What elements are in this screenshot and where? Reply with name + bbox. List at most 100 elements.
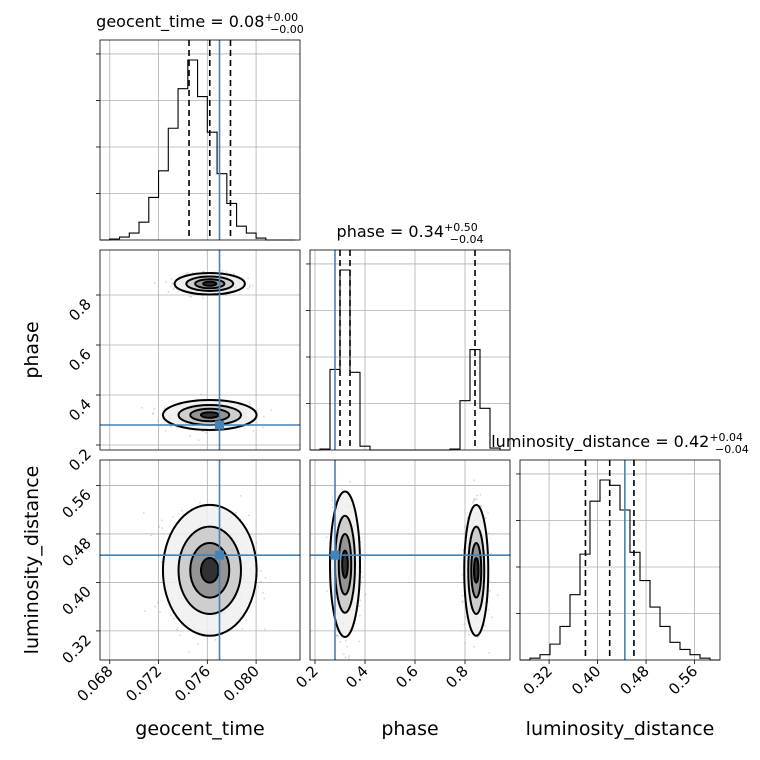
contour-line bbox=[189, 542, 231, 599]
truth-point bbox=[215, 550, 225, 560]
sample-point bbox=[154, 605, 157, 608]
y-tick-label-phase: 0.2 bbox=[65, 445, 95, 475]
x-tick-label-luminosity_distance: 0.32 bbox=[520, 662, 556, 698]
sample-point bbox=[252, 284, 255, 287]
sample-point bbox=[263, 415, 265, 418]
cluster-phase-luminosity_distance-1 bbox=[461, 479, 499, 654]
sample-point bbox=[345, 639, 347, 642]
x-tick-label-luminosity_distance: 0.56 bbox=[665, 662, 701, 698]
contour-line bbox=[199, 557, 220, 584]
sample-point bbox=[150, 534, 153, 537]
y-axis-label-luminosity_distance: luminosity_distance bbox=[21, 466, 43, 655]
sample-point bbox=[170, 285, 173, 288]
sample-point bbox=[153, 282, 156, 284]
sample-point bbox=[157, 419, 160, 422]
sample-point bbox=[247, 287, 249, 290]
sample-point bbox=[467, 633, 470, 636]
sample-point bbox=[461, 573, 464, 576]
sample-point bbox=[171, 516, 174, 518]
sample-point bbox=[176, 626, 179, 629]
sample-point bbox=[200, 393, 203, 396]
sample-point bbox=[172, 288, 175, 290]
contour-line bbox=[329, 490, 361, 638]
sample-point bbox=[142, 512, 145, 514]
density-fill bbox=[342, 550, 348, 578]
hist-panel-phase bbox=[306, 249, 511, 451]
sample-point bbox=[161, 527, 164, 530]
contour-line bbox=[341, 549, 349, 579]
sample-point bbox=[484, 624, 486, 627]
frame-geocent_time bbox=[99, 39, 301, 241]
sample-point bbox=[188, 435, 191, 438]
sample-point bbox=[337, 635, 339, 637]
sample-point bbox=[252, 430, 255, 432]
frame-phase-luminosity_distance bbox=[309, 459, 511, 661]
truth-point bbox=[215, 420, 225, 430]
sample-point bbox=[262, 426, 264, 429]
sample-point bbox=[245, 619, 248, 621]
sample-point bbox=[264, 628, 266, 631]
sample-point bbox=[232, 272, 235, 275]
histogram-geocent_time bbox=[100, 59, 296, 241]
sample-point bbox=[157, 601, 159, 604]
sample-point bbox=[461, 600, 464, 603]
sample-point bbox=[165, 281, 167, 283]
sample-point bbox=[196, 643, 199, 645]
sample-point bbox=[260, 580, 262, 583]
sample-point bbox=[176, 427, 179, 429]
x-tick-label-geocent_time: 0.072 bbox=[122, 662, 165, 705]
sample-point bbox=[257, 586, 260, 588]
x-tick-label-geocent_time: 0.076 bbox=[171, 662, 214, 705]
sample-point bbox=[339, 641, 342, 643]
sample-point bbox=[325, 536, 328, 539]
sample-point bbox=[158, 525, 161, 528]
sample-point bbox=[241, 627, 244, 630]
density-panel-geocent_time-phase bbox=[99, 249, 301, 451]
sample-point bbox=[364, 593, 367, 596]
cluster-geocent_time-phase-1 bbox=[153, 269, 255, 299]
frame-phase bbox=[309, 249, 511, 451]
x-tick-label-geocent_time: 0.080 bbox=[220, 662, 263, 705]
density-fill bbox=[200, 412, 219, 418]
frame-luminosity_distance bbox=[519, 459, 721, 661]
x-tick-label-phase: 0.2 bbox=[292, 662, 322, 692]
x-tick-label-geocent_time: 0.068 bbox=[73, 662, 116, 705]
x-tick-label-luminosity_distance: 0.40 bbox=[568, 662, 604, 698]
x-tick-label-phase: 0.4 bbox=[342, 662, 372, 692]
panel-title-luminosity_distance: luminosity_distance = 0.42+0.04 −0.04 bbox=[491, 431, 749, 456]
y-axis-label-phase: phase bbox=[21, 321, 43, 378]
sample-point bbox=[173, 287, 176, 289]
sample-point bbox=[197, 439, 200, 441]
sample-point bbox=[239, 495, 242, 497]
sample-point bbox=[190, 296, 193, 298]
contour-line bbox=[463, 503, 490, 637]
contour-line bbox=[473, 557, 480, 584]
x-axis-label-luminosity_distance: luminosity_distance bbox=[526, 718, 715, 740]
sample-point bbox=[473, 497, 476, 500]
sample-point bbox=[260, 570, 262, 573]
sample-point bbox=[171, 282, 174, 285]
sample-point bbox=[201, 430, 204, 433]
sample-point bbox=[359, 614, 361, 617]
sample-point bbox=[473, 499, 476, 501]
contour-line bbox=[185, 275, 235, 292]
y-tick-label-phase: 0.8 bbox=[65, 295, 95, 325]
y-tick-label-phase: 0.6 bbox=[65, 345, 95, 375]
sample-point bbox=[153, 407, 156, 410]
sample-point bbox=[342, 653, 345, 656]
sample-point bbox=[361, 576, 364, 578]
x-tick-label-luminosity_distance: 0.48 bbox=[617, 662, 653, 698]
sample-point bbox=[490, 552, 492, 555]
sample-point bbox=[335, 635, 338, 637]
contour-line bbox=[194, 278, 226, 290]
cluster-geocent_time-luminosity_distance-0 bbox=[142, 495, 267, 654]
sample-point bbox=[487, 532, 489, 534]
sample-point bbox=[496, 594, 499, 596]
y-tick-label-luminosity_distance: 0.48 bbox=[58, 534, 94, 570]
contour-line bbox=[470, 542, 483, 599]
sample-point bbox=[169, 614, 172, 616]
sample-point bbox=[152, 412, 154, 415]
density-fill bbox=[200, 558, 219, 583]
contour-line bbox=[337, 532, 353, 596]
